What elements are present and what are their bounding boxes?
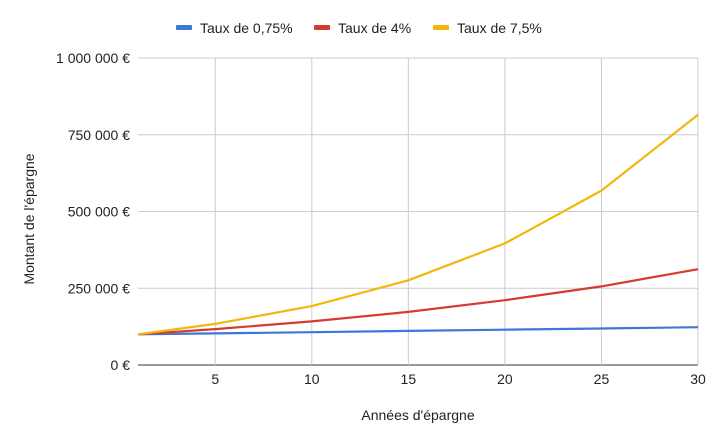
series-line-1 (137, 268, 699, 336)
x-tick-label: 10 (304, 371, 320, 387)
series-lines (137, 113, 699, 336)
legend-swatch (314, 25, 330, 30)
x-tick-label: 5 (211, 371, 219, 387)
x-tick-label: 30 (690, 371, 706, 387)
legend: Taux de 0,75% Taux de 4% Taux de 7,5% (176, 20, 542, 36)
series-line-0 (137, 326, 699, 336)
legend-swatch (176, 25, 192, 30)
x-axis-ticks: 5 10 15 20 25 30 (211, 371, 706, 387)
y-tick-label: 750 000 € (68, 127, 130, 143)
y-tick-label: 0 € (111, 357, 131, 373)
legend-label: Taux de 7,5% (457, 20, 542, 36)
x-tick-label: 20 (497, 371, 513, 387)
y-axis-title: Montant de l'épargne (21, 153, 37, 284)
x-axis-title: Années d'épargne (361, 407, 474, 423)
series-line-2 (137, 113, 699, 336)
legend-label: Taux de 0,75% (200, 20, 293, 36)
legend-label: Taux de 4% (338, 20, 411, 36)
y-tick-label: 250 000 € (68, 280, 130, 296)
legend-swatch (433, 25, 449, 30)
y-tick-label: 1 000 000 € (56, 50, 130, 66)
grid (138, 57, 699, 366)
x-tick-label: 25 (594, 371, 610, 387)
y-tick-label: 500 000 € (68, 204, 130, 220)
x-tick-label: 15 (401, 371, 417, 387)
y-axis-ticks: 0 € 250 000 € 500 000 € 750 000 € 1 000 000 … (56, 50, 130, 373)
